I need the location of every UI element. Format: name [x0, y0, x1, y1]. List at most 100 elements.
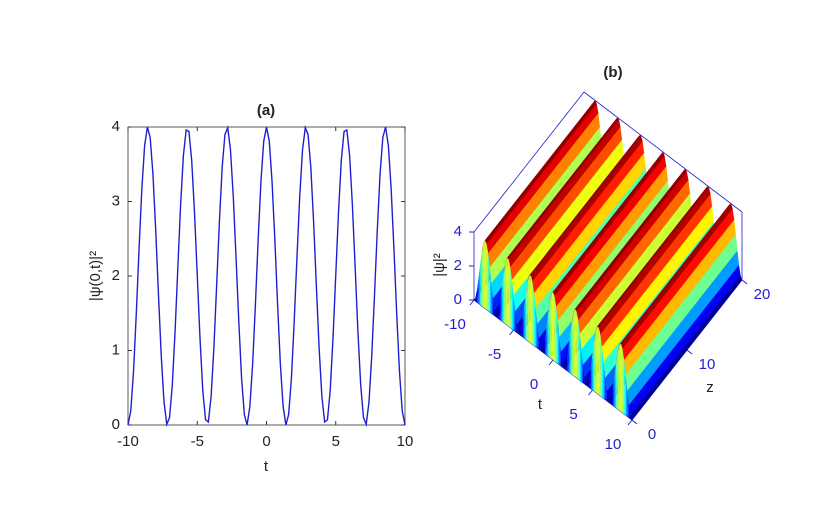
y-tick-label: 0 [112, 416, 120, 433]
surface-front [530, 275, 533, 345]
surface-front [568, 334, 571, 374]
surface-front [624, 360, 626, 416]
surface-front [630, 415, 632, 420]
surface-front [510, 267, 512, 329]
surface-front [505, 257, 508, 326]
surface-front [554, 296, 557, 363]
y-tick [631, 419, 638, 425]
surface-front [628, 405, 631, 419]
x-tick-label: 0 [530, 376, 538, 393]
surface-front [616, 351, 618, 410]
panel-a-y-label: |ψ(0,t)|² [87, 251, 104, 301]
panel-a-title: (a) [257, 102, 275, 119]
surface-front [592, 342, 595, 392]
surface-front [581, 349, 584, 383]
panel-b-x-label: t [538, 396, 543, 413]
surface-front [481, 243, 484, 308]
line-series [127, 125, 406, 427]
surface-front [543, 340, 546, 354]
x-tick-label: 10 [605, 436, 622, 453]
surface-front [485, 240, 487, 310]
surface-front [551, 292, 553, 360]
y-tick [741, 279, 748, 285]
surface-front [590, 355, 593, 390]
x-tick-label: -5 [191, 433, 204, 450]
panel-b-z-label: |ψ|² [431, 253, 448, 276]
surface-front [522, 306, 525, 339]
surface-front [597, 326, 599, 395]
surface-front [529, 275, 531, 344]
surface-front [527, 275, 530, 342]
surface-front [480, 252, 482, 306]
y-tick-label: 0 [648, 426, 656, 443]
surface-front [570, 322, 572, 375]
surface-front [608, 400, 610, 404]
surface-front [575, 308, 577, 378]
surface-front [576, 311, 579, 380]
surface-front [499, 298, 501, 321]
surface-front [504, 262, 506, 324]
surface-front [491, 283, 493, 315]
surface-front [513, 295, 516, 332]
surface-front [594, 332, 596, 393]
y-tick-label: 1 [112, 341, 120, 358]
surface-front [578, 320, 580, 381]
surface-front [511, 280, 514, 330]
y-tick-label: 2 [112, 267, 120, 284]
surface-front [516, 324, 519, 334]
surface-front [494, 310, 497, 317]
surface-front [489, 267, 492, 314]
surface-front [567, 348, 569, 372]
surface-front [537, 324, 539, 350]
surface-front [540, 348, 542, 352]
y-tick-label: 20 [754, 286, 771, 303]
surface-front [573, 308, 576, 377]
surface-front [613, 377, 615, 407]
surface-front [611, 389, 614, 406]
surface-front [584, 377, 587, 386]
surface-front [600, 334, 602, 398]
x-tick [509, 329, 514, 336]
surface-front [515, 311, 517, 333]
surface-front [587, 379, 590, 388]
surface-front [625, 374, 628, 417]
surface-front [553, 292, 555, 362]
surface-front [518, 332, 520, 335]
surface-front [488, 253, 490, 312]
x-tick [469, 299, 475, 306]
panel-b-title: (b) [603, 64, 622, 81]
surface-front [564, 367, 566, 370]
surface-front [526, 281, 528, 341]
surface-front [598, 327, 601, 396]
surface-front [478, 264, 481, 305]
x-tick-label: -10 [117, 433, 139, 450]
surface-front [579, 333, 582, 382]
x-tick-label: 5 [569, 406, 577, 423]
surface-front [557, 321, 560, 365]
x-tick-label: 5 [332, 433, 340, 450]
surface-front [534, 293, 536, 347]
z-tick-label: 2 [454, 257, 462, 274]
surface-front [521, 319, 523, 338]
surface-front [524, 293, 527, 340]
surface-front [605, 378, 607, 401]
surface-front [549, 294, 552, 359]
surface-front [560, 352, 563, 368]
surface-front [477, 278, 479, 304]
surface-front [559, 337, 561, 366]
surface-front [496, 316, 498, 318]
surface-front [622, 349, 625, 414]
x-tick [588, 389, 593, 396]
surface-front [497, 310, 500, 320]
surface-front [565, 360, 568, 371]
surface-front [474, 297, 476, 302]
x-tick [548, 359, 554, 366]
surface-front [603, 362, 606, 400]
x-tick [627, 419, 633, 426]
surface-front [475, 290, 478, 303]
surface-front [620, 343, 623, 413]
y-tick-label: 4 [112, 118, 120, 135]
surface-front [595, 326, 598, 394]
surface-front [556, 306, 558, 364]
